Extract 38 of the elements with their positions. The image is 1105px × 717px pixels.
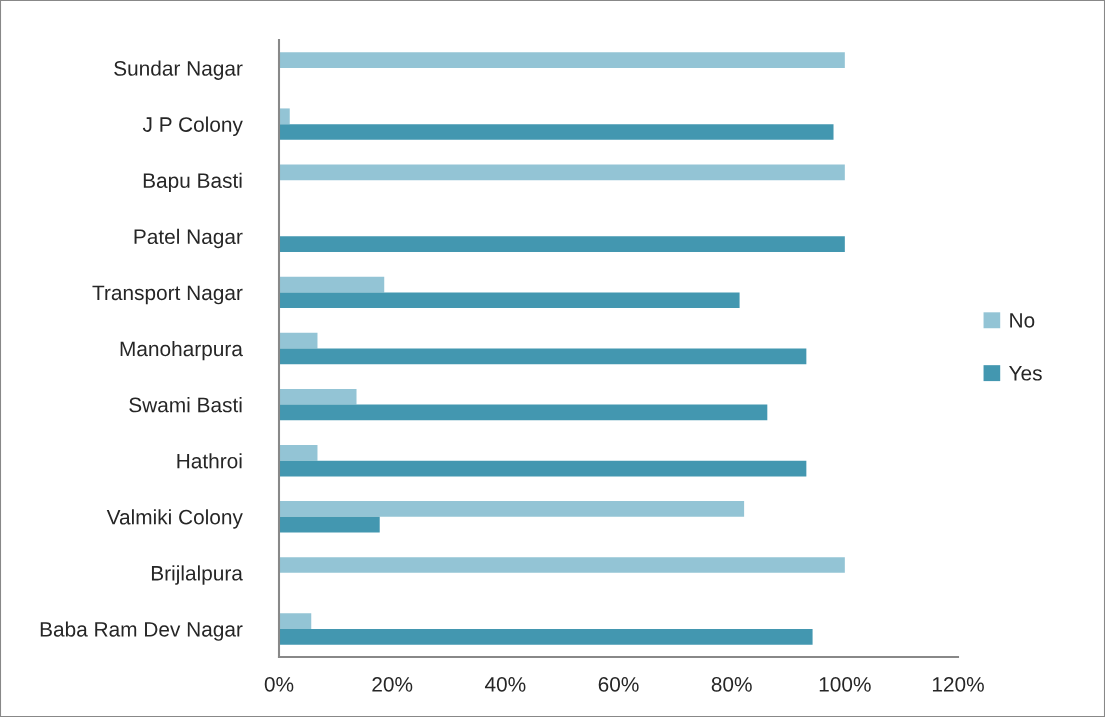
y-tick-label: Hathroi — [177, 453, 242, 469]
bar — [279, 348, 807, 365]
y-tick-label: Patel Nagar — [134, 228, 243, 249]
bar — [279, 164, 845, 181]
bar — [279, 52, 845, 69]
y-tick-label: Transport Nagar — [92, 285, 243, 305]
legend-label: No — [1010, 313, 1035, 328]
y-tick-label: Bapu Basti — [143, 172, 242, 193]
bar — [279, 613, 312, 629]
bar — [279, 276, 385, 293]
y-tick-label: Swami Basti — [129, 397, 242, 413]
bar — [279, 628, 813, 645]
bar — [279, 108, 290, 125]
x-tick-label: 60% — [598, 676, 639, 692]
bar — [279, 516, 380, 533]
legend-label: Yes — [1009, 366, 1042, 381]
bar — [279, 444, 318, 461]
bar — [279, 501, 745, 517]
x-tick-label: 0% — [264, 676, 294, 692]
y-tick-label: Brijlalpura — [151, 565, 243, 585]
bar — [279, 236, 845, 253]
bar — [279, 557, 845, 573]
x-tick-label: 40% — [484, 676, 526, 692]
x-tick-label: 80% — [711, 676, 752, 692]
bar — [279, 388, 357, 405]
y-tick-label: Baba Ram Dev Nagar — [40, 621, 243, 641]
bar — [279, 124, 834, 140]
bar — [279, 460, 807, 477]
y-tick-label: Manoharpura — [120, 340, 243, 361]
y-tick-label: J P Colony — [142, 116, 243, 137]
bar — [279, 292, 740, 309]
x-tick-label: 20% — [372, 676, 413, 692]
x-tick-label: 100% — [819, 676, 871, 692]
y-tick-label: Valmiki Colony — [106, 509, 243, 529]
bar — [279, 404, 768, 421]
x-tick-label: 120% — [932, 676, 984, 692]
bar — [279, 332, 318, 349]
y-tick-label: Sundar Nagar — [114, 60, 243, 80]
